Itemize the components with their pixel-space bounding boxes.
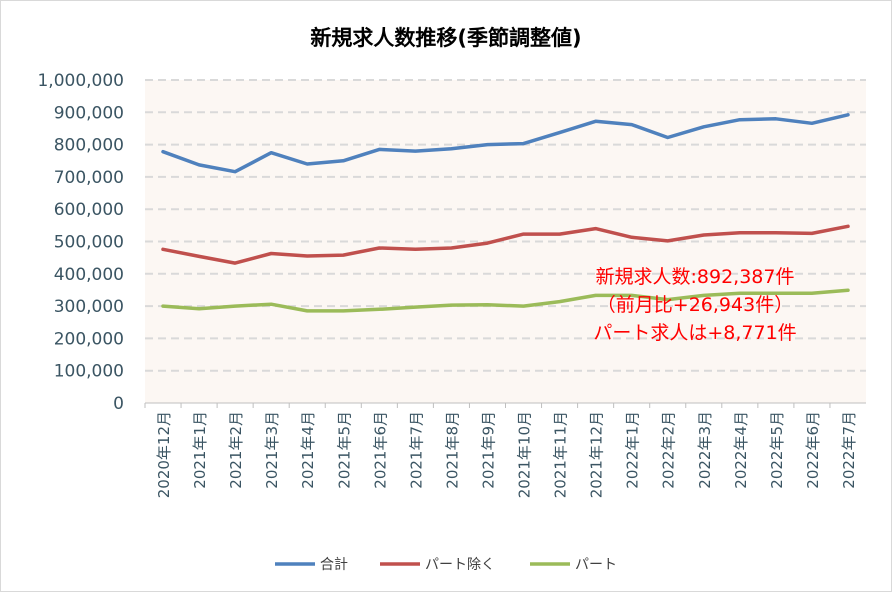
- series-line-1: [161, 224, 850, 265]
- y-tick-label: 700,000: [54, 168, 124, 188]
- x-tick-label: 2022年1月: [624, 411, 642, 489]
- y-tick-label: 1,000,000: [37, 71, 124, 91]
- x-tick-label: 2021年7月: [407, 411, 425, 489]
- y-tick-label: 300,000: [54, 297, 124, 317]
- x-tick-label: 2021年5月: [335, 411, 353, 489]
- x-tick-label: 2021年6月: [371, 411, 389, 489]
- chart-title: 新規求人数推移(季節調整値): [310, 26, 581, 50]
- annotation-line-1: 新規求人数:892,387件: [596, 266, 795, 288]
- annotation-line-3: パート求人は+8,771件: [593, 322, 796, 344]
- x-tick-label: 2022年7月: [840, 411, 858, 489]
- y-tick-label: 500,000: [54, 233, 124, 253]
- x-tick-label: 2022年6月: [804, 411, 822, 489]
- y-tick-label: 800,000: [54, 136, 124, 156]
- x-tick-label: 2022年4月: [732, 411, 750, 489]
- x-tick-label: 2022年3月: [696, 411, 714, 489]
- legend-label: パート: [575, 557, 617, 573]
- series-line-2: [161, 288, 850, 313]
- x-tick-label: 2021年2月: [227, 411, 245, 489]
- x-tick-label: 2021年11月: [552, 411, 570, 498]
- x-tick-label: 2021年9月: [479, 411, 497, 489]
- y-tick-label: 100,000: [54, 362, 124, 382]
- x-tick-label: 2021年10月: [516, 411, 534, 498]
- y-tick-label: 0: [113, 394, 124, 414]
- y-tick-label: 600,000: [54, 200, 124, 220]
- x-tick-label: 2021年4月: [299, 411, 317, 489]
- x-tick-label: 2022年5月: [768, 411, 786, 489]
- legend-label: パート除く: [425, 557, 495, 573]
- x-tick-label: 2021年12月: [588, 411, 606, 498]
- y-tick-label: 200,000: [54, 329, 124, 349]
- y-tick-label: 900,000: [54, 103, 124, 123]
- x-tick-label: 2021年3月: [263, 411, 281, 489]
- x-tick-label: 2021年1月: [191, 411, 209, 489]
- series-line-0: [161, 113, 850, 174]
- x-tick-label: 2021年8月: [443, 411, 461, 489]
- y-tick-label: 400,000: [54, 265, 124, 285]
- x-tick-label: 2020年12月: [155, 411, 173, 498]
- x-tick-label: 2022年2月: [660, 411, 678, 489]
- annotation-line-2: （前月比+26,943件）: [597, 294, 793, 316]
- legend-label: 合計: [320, 557, 348, 573]
